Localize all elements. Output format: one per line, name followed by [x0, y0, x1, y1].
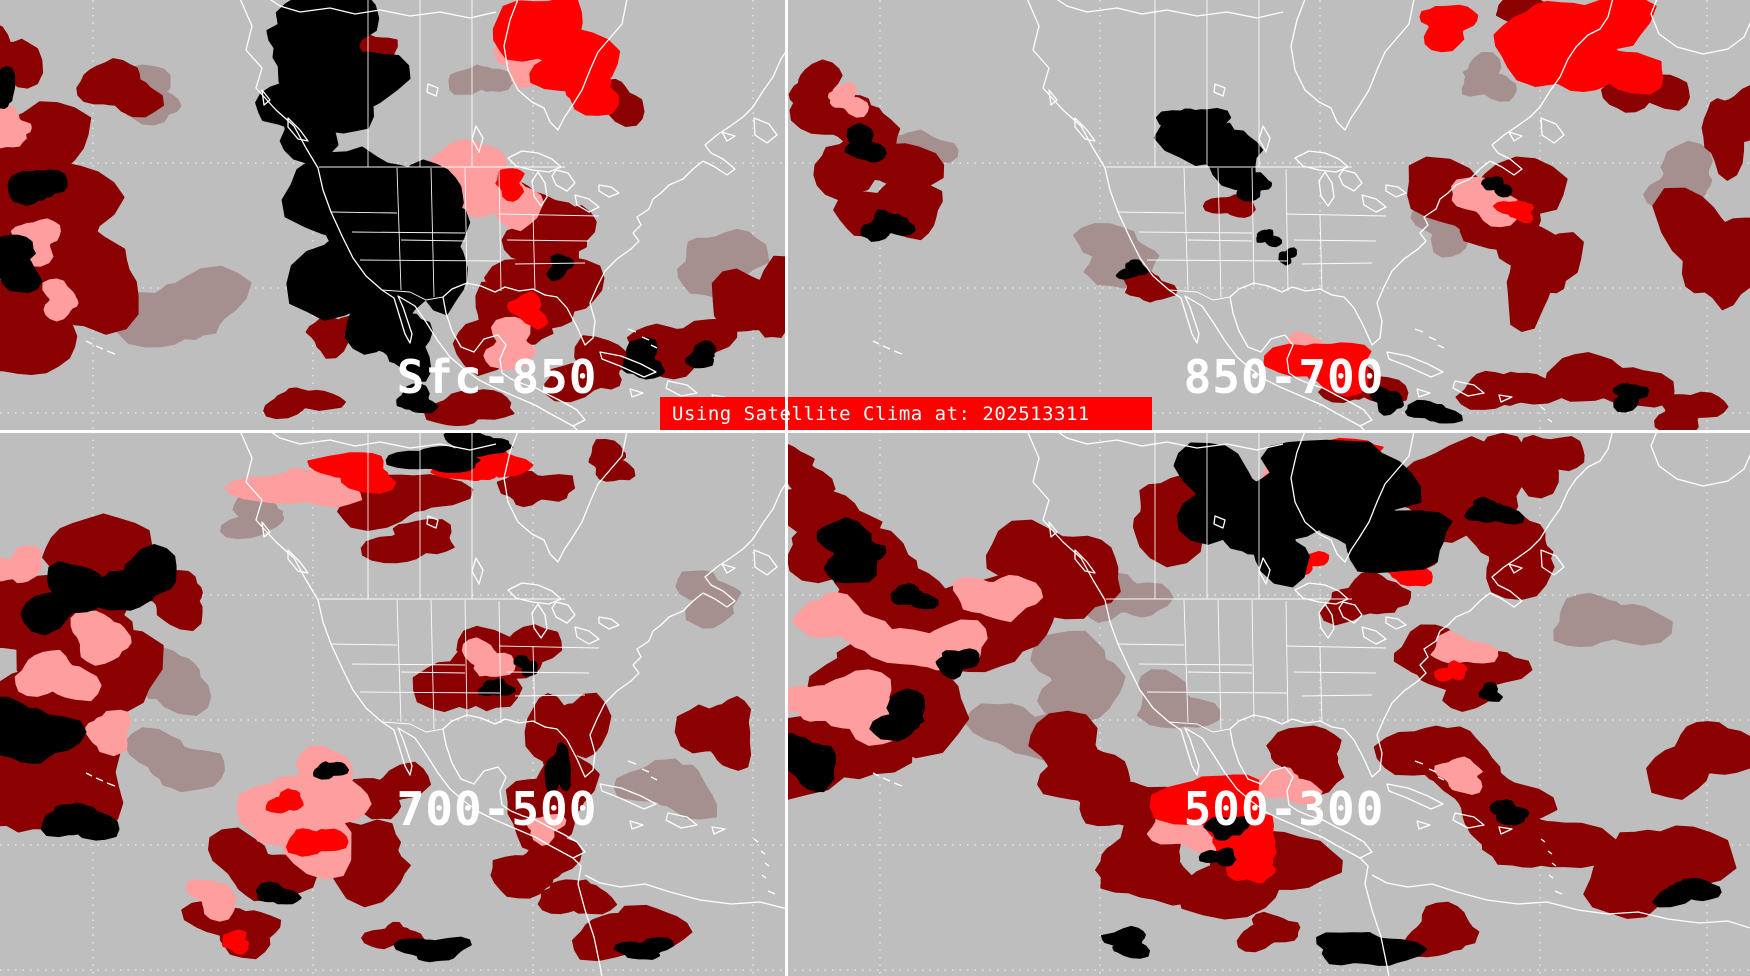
moisture-regions [788, 0, 1750, 432]
latlon-grid [787, 0, 1750, 432]
coastlines-and-borders [85, 432, 787, 976]
panel-label-850-700: 850-700 [1183, 350, 1385, 404]
timestamp-banner-text: Using Satellite Clima at: 202513311 [672, 403, 1090, 425]
panel-700-500: 700-500 [0, 432, 787, 976]
panel-label-sfc-850: Sfc-850 [396, 350, 598, 404]
coastlines-and-borders [872, 0, 1750, 432]
map-sfc-850 [0, 0, 787, 432]
map-700-500 [0, 432, 787, 976]
map-500-300 [787, 432, 1750, 976]
panel-850-700: 850-700 [787, 0, 1750, 432]
moisture-regions [787, 432, 1750, 966]
panel-label-500-300: 500-300 [1183, 782, 1385, 836]
horizontal-panel-divider [0, 430, 1750, 433]
vertical-panel-divider [785, 0, 788, 976]
panel-label-700-500: 700-500 [396, 782, 598, 836]
coastlines-and-borders [872, 432, 1750, 976]
moisture-regions [0, 432, 752, 963]
coastlines-and-borders [85, 0, 787, 432]
timestamp-banner: Using Satellite Clima at: 202513311 [660, 397, 1152, 431]
panel-500-300: 500-300 [787, 432, 1750, 976]
map-850-700 [787, 0, 1750, 432]
panel-sfc-850: Sfc-850 [0, 0, 787, 432]
